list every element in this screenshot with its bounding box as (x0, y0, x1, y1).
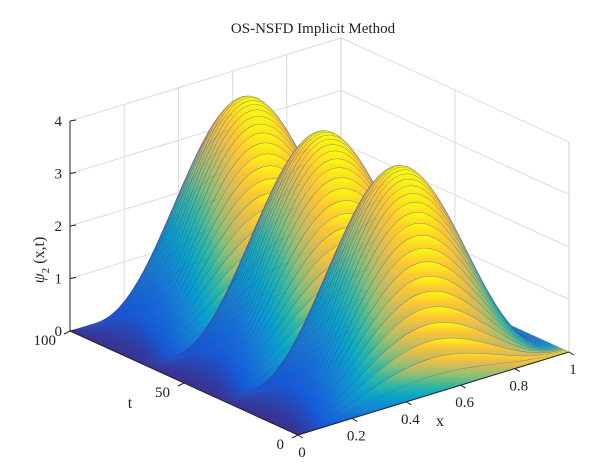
mesh-line-90 (126, 166, 263, 358)
mesh-line-76 (153, 262, 290, 370)
mesh-line-118 (73, 258, 210, 333)
mesh-line-102 (104, 97, 240, 347)
mesh-line-100 (107, 96, 244, 349)
x-tick-label-5: 1 (569, 362, 577, 378)
mesh-line-44 (214, 290, 350, 398)
mesh-line-112 (85, 172, 221, 339)
mesh-line-62 (180, 132, 316, 382)
mesh-line-78 (149, 292, 286, 368)
t-tick-0 (291, 434, 299, 439)
mesh-line-74 (157, 233, 293, 372)
mesh-line-70 (164, 184, 301, 375)
mesh-line-68 (168, 164, 305, 377)
z-tick-label-4: 4 (55, 114, 63, 130)
t-tick-label-1: 50 (155, 385, 170, 401)
mesh-line-60 (183, 131, 320, 384)
z-axis-label-rest: (x,t) (31, 237, 48, 268)
z-tick-0 (69, 329, 77, 332)
grid-line-left-z-4 (69, 37, 342, 122)
mesh-line-92 (123, 143, 259, 356)
mesh-line-106 (96, 114, 233, 344)
x-tick-label-2: 0.4 (401, 412, 420, 428)
z-tick-3 (69, 172, 77, 174)
mesh-line-12 (275, 213, 411, 425)
z-tick-4 (69, 119, 77, 122)
mesh-line-84 (138, 255, 274, 363)
mesh-line-6 (286, 292, 423, 430)
y-axis-label: t (128, 395, 133, 412)
z-tick-label-2: 2 (55, 219, 63, 235)
mesh-line-94 (119, 124, 255, 354)
x-tick-label-0: 0 (298, 445, 306, 461)
x-tick-0 (297, 434, 304, 439)
mesh-line-46 (210, 258, 347, 396)
mesh-line-58 (187, 135, 324, 385)
t-tick-2 (63, 330, 71, 335)
mesh-line-116 (77, 227, 214, 335)
z-tick-2 (69, 224, 77, 227)
chart-title: OS-NSFD Implicit Method (231, 21, 396, 37)
mesh-line-48 (206, 228, 343, 394)
mesh-line-22 (256, 166, 392, 417)
mesh-line-104 (100, 103, 236, 346)
mesh-line-14 (271, 194, 407, 424)
x-axis-label: x (436, 413, 444, 430)
z-axis-label: ψ2 (x,t) (31, 237, 52, 284)
z-tick-1 (69, 277, 77, 279)
t-tick-1 (177, 382, 185, 387)
mesh-line-10 (278, 236, 415, 427)
x-tick-5 (568, 351, 575, 356)
mesh-line-52 (199, 178, 335, 391)
mesh-line-36 (229, 297, 366, 404)
mesh-line-56 (191, 145, 328, 387)
mesh-line-38 (225, 327, 362, 403)
mesh-line-24 (252, 172, 388, 415)
mesh-line-4 (290, 324, 426, 432)
mesh-line-114 (81, 199, 217, 337)
mesh-line-16 (267, 179, 404, 422)
x-tick-label-1: 0.2 (347, 428, 366, 444)
mesh-line-8 (282, 262, 419, 429)
mesh-line-54 (195, 159, 331, 389)
x-axis-line (297, 351, 570, 436)
z-tick-label-0: 0 (55, 324, 63, 340)
x-tick-2 (406, 401, 412, 406)
mesh-line-72 (161, 207, 297, 373)
x-tick-label-4: 0.8 (509, 379, 528, 395)
z-axis-label-sub: 2 (40, 268, 52, 274)
mesh-line-96 (115, 110, 252, 352)
z-axis-label-main: ψ (31, 272, 48, 283)
z-tick-label-3: 3 (55, 167, 63, 183)
grid-line-left-z-3 (69, 90, 342, 174)
t-tick-label-2: 100 (34, 333, 57, 349)
mesh-line-66 (172, 149, 309, 378)
x-tick-3 (460, 384, 466, 389)
x-tick-1 (351, 417, 358, 422)
mesh-line-32 (237, 242, 373, 408)
x-tick-4 (514, 368, 521, 373)
mesh-line-64 (176, 138, 312, 380)
mesh-line-34 (233, 268, 369, 406)
mesh-line-2 (294, 358, 430, 434)
mesh-line-110 (88, 149, 225, 340)
z-tick-label-1: 1 (55, 272, 63, 288)
mesh-line-50 (202, 201, 339, 392)
mesh-line-30 (240, 218, 377, 410)
t-tick-label-0: 0 (277, 437, 285, 453)
mesh-line-88 (130, 193, 267, 359)
mesh-line-20 (259, 166, 396, 418)
mesh-line-82 (142, 289, 278, 365)
x-tick-label-3: 0.6 (455, 395, 474, 411)
mesh-line-28 (244, 199, 381, 411)
mesh-line-26 (248, 183, 385, 413)
mesh-line-98 (111, 101, 248, 351)
mesh-line-42 (218, 324, 354, 399)
surface-layer (69, 95, 570, 436)
mesh-line-18 (263, 170, 400, 420)
mesh-line-108 (92, 129, 229, 342)
mesh-line-86 (134, 223, 271, 361)
